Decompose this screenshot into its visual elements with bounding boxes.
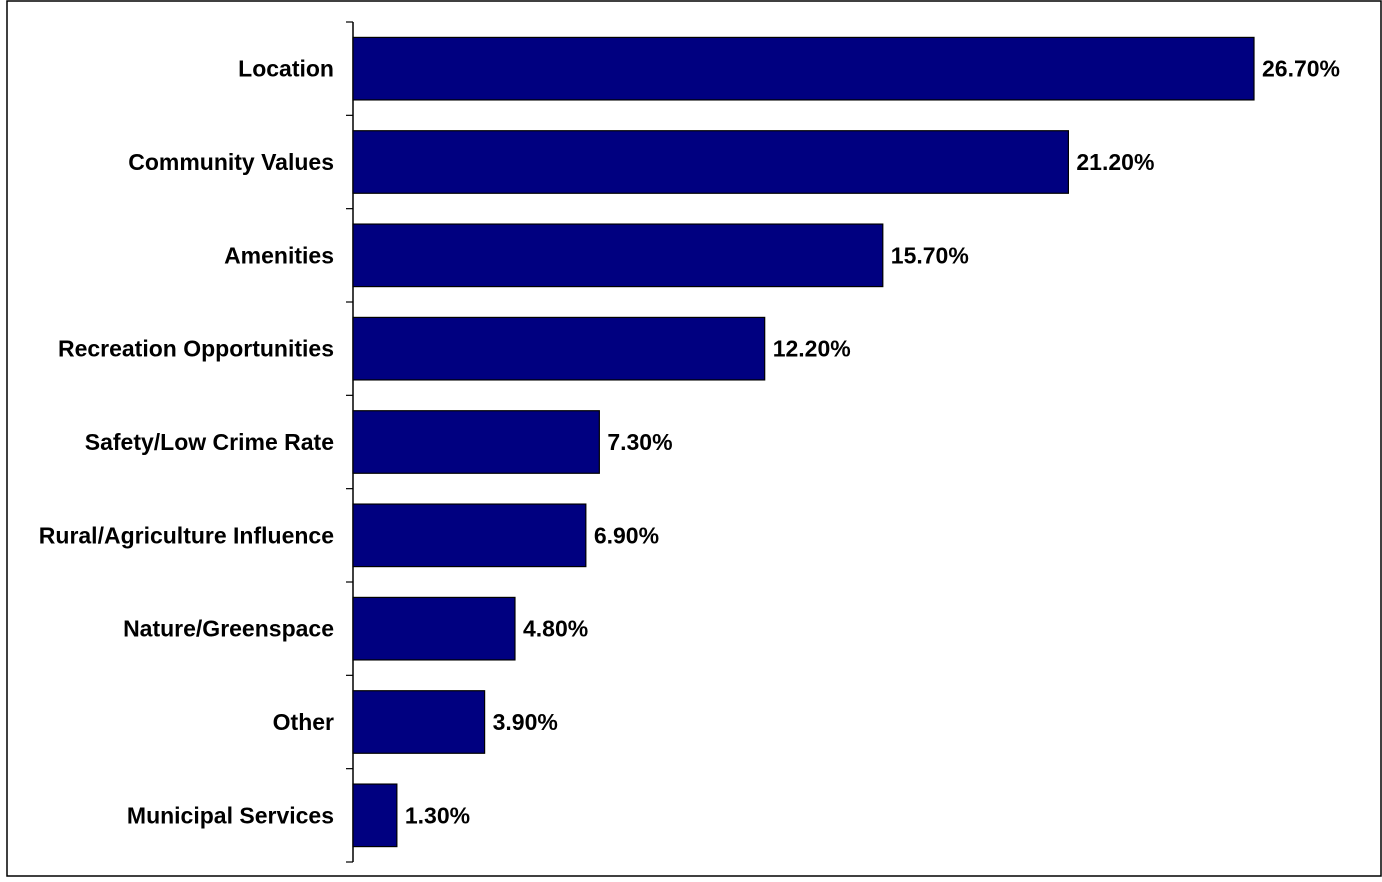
category-label: Location xyxy=(238,56,334,82)
bar xyxy=(352,316,766,381)
data-label: 15.70% xyxy=(891,242,969,268)
bar xyxy=(352,410,600,474)
axis-ticks xyxy=(346,21,353,863)
bar xyxy=(352,690,486,754)
data-label: 21.20% xyxy=(1076,149,1154,175)
bar xyxy=(352,503,587,568)
value-labels: 26.70% 21.20% 15.70% 12.20% 7.30% 6.90% 4.80% 3… xyxy=(405,56,1340,829)
category-label: Recreation Opportunities xyxy=(58,336,334,362)
category-labels: Location Community Values Amenities Recreat… xyxy=(39,56,334,829)
data-label: 3.90% xyxy=(493,709,558,735)
bar xyxy=(352,596,516,661)
category-label: Other xyxy=(273,709,334,735)
bar xyxy=(352,36,1255,101)
category-label: Amenities xyxy=(224,242,334,268)
bars-group xyxy=(352,36,1255,848)
category-label: Safety/Low Crime Rate xyxy=(85,429,334,455)
bar xyxy=(352,130,1070,194)
bar xyxy=(352,783,398,848)
data-label: 4.80% xyxy=(523,616,588,642)
data-label: 1.30% xyxy=(405,802,470,828)
category-label: Community Values xyxy=(128,149,334,175)
category-label: Nature/Greenspace xyxy=(123,616,334,642)
data-label: 6.90% xyxy=(594,522,659,548)
category-label: Rural/Agriculture Influence xyxy=(39,522,334,548)
data-label: 12.20% xyxy=(773,336,851,362)
data-label: 7.30% xyxy=(607,429,672,455)
data-label: 26.70% xyxy=(1262,56,1340,82)
category-label: Municipal Services xyxy=(127,802,334,828)
bar xyxy=(352,223,884,288)
